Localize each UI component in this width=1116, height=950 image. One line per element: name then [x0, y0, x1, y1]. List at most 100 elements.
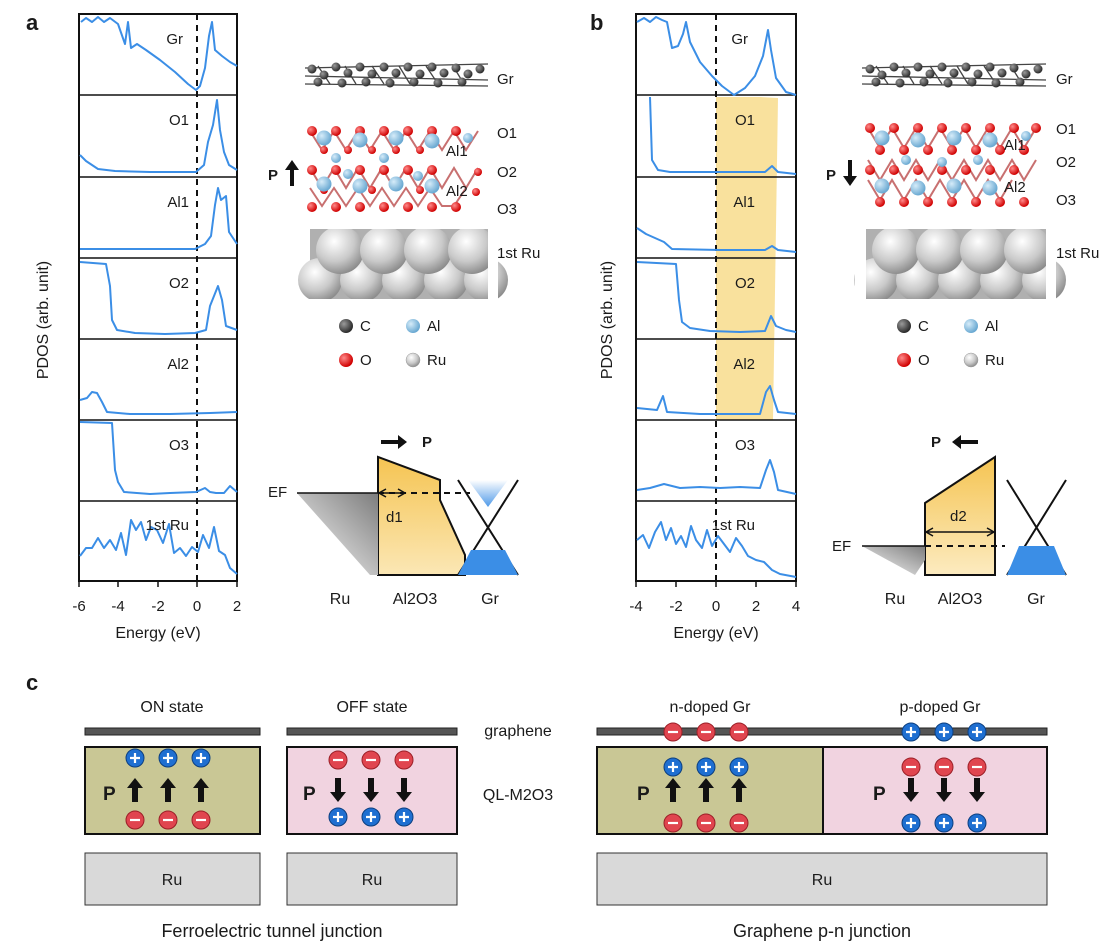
- pdos-curve-a-al2: [79, 391, 238, 415]
- pdos-b-label-o1: O1: [735, 112, 755, 129]
- pdos-label-o3: O3: [169, 437, 189, 454]
- panel-a-pdos-plot: Gr O1 Al1 O2 Al2 O3 1st Ru -6 -4 -2 0 2 …: [72, 13, 241, 642]
- ftj-caption: Ferroelectric tunnel junction: [161, 921, 382, 941]
- pdos-curve-a-o1: [79, 99, 238, 173]
- p-label-on: P: [103, 784, 116, 805]
- pdos-curve-b-ru: [636, 521, 797, 578]
- p-label-n: P: [637, 784, 650, 805]
- band-b-gr: Gr: [1027, 591, 1045, 608]
- panel-c-label: c: [26, 670, 38, 695]
- legend-a-o: O: [360, 352, 372, 369]
- n-doped-title: n-doped Gr: [670, 699, 752, 716]
- struct-b-label-o1: O1: [1056, 121, 1076, 138]
- struct-a-polarization: P: [268, 167, 278, 184]
- legend-a: [339, 319, 421, 368]
- pdos-label-al2: Al2: [167, 356, 189, 373]
- x-tick-a-5: 2: [233, 598, 241, 615]
- struct-a-label-gr: Gr: [497, 71, 514, 88]
- substrate-off-label: Ru: [362, 872, 382, 889]
- legend-a-al: Al: [427, 318, 440, 335]
- pdos-curve-b-gr: [636, 16, 797, 96]
- x-tick-a-3: -2: [151, 598, 164, 615]
- struct-a-label-o3: O3: [497, 201, 517, 218]
- graphene-sheet-on: [84, 727, 261, 736]
- band-a-oxide: Al2O3: [393, 591, 438, 608]
- x-tick-b-4: 2: [752, 598, 760, 615]
- panel-b-pdos-plot: Gr O1 Al1 O2 Al2 O3 1st Ru -4 -2 0 2 4 E…: [629, 13, 800, 642]
- graphene-sheet-off: [286, 727, 458, 736]
- pdos-curve-b-al1: [636, 227, 797, 253]
- pdos-curve-b-o2: [636, 261, 797, 333]
- panel-a-label: a: [26, 10, 39, 35]
- pdos-label-ru: 1st Ru: [146, 517, 189, 534]
- panel-b-label: b: [590, 10, 603, 35]
- substrate-pn: [596, 852, 1048, 906]
- x-tick-a-4: 0: [193, 598, 201, 615]
- p-label-p: P: [873, 784, 886, 805]
- panel-b-ylabel: PDOS (arb. unit): [599, 261, 616, 379]
- panel-a-ylabel: PDOS (arb. unit): [35, 261, 52, 379]
- pdos-label-gr: Gr: [166, 31, 183, 48]
- pdos-b-label-al2: Al2: [733, 356, 755, 373]
- off-state-title: OFF state: [336, 699, 407, 716]
- pn-caption: Graphene p-n junction: [733, 921, 911, 941]
- substrate-off: [286, 852, 458, 906]
- band-b-ef: EF: [832, 538, 851, 555]
- on-state-title: ON state: [140, 699, 203, 716]
- band-b-d2: d2: [950, 508, 967, 525]
- band-a-ru: Ru: [330, 591, 350, 608]
- atomic-structure-up: [298, 62, 508, 309]
- band-a-d1: d1: [386, 509, 403, 526]
- struct-a-label-al2: Al2: [446, 183, 468, 200]
- band-b-oxide: Al2O3: [938, 591, 983, 608]
- struct-b-label-al2: Al2: [1004, 179, 1026, 196]
- polarization-up-arrow-icon: [285, 160, 299, 186]
- band-diagram-b: [862, 435, 1067, 576]
- x-tick-b-5: 4: [792, 598, 800, 615]
- pdos-curve-a-o3: [79, 421, 238, 495]
- panel-a-xlabel: Energy (eV): [115, 625, 200, 642]
- pdos-curve-b-o1: [649, 96, 797, 175]
- p-label-off: P: [303, 784, 316, 805]
- positive-charges: [125, 722, 987, 833]
- struct-a-label-o2: O2: [497, 164, 517, 181]
- pdos-b-label-ru: 1st Ru: [712, 517, 755, 534]
- legend-a-ru: Ru: [427, 352, 446, 369]
- band-b-p: P: [931, 434, 941, 451]
- legend-b-ru: Ru: [985, 352, 1004, 369]
- oxide-label: QL-M2O3: [483, 787, 553, 804]
- struct-b-label-o3: O3: [1056, 192, 1076, 209]
- legend-b-o: O: [918, 352, 930, 369]
- pdos-b-label-o2: O2: [735, 275, 755, 292]
- pdos-b-label-o3: O3: [735, 437, 755, 454]
- x-tick-b-3: 0: [712, 598, 720, 615]
- pdos-b-label-gr: Gr: [731, 31, 748, 48]
- pdos-label-al1: Al1: [167, 194, 189, 211]
- legend-b-al: Al: [985, 318, 998, 335]
- struct-a-label-o1: O1: [497, 125, 517, 142]
- struct-a-label-al1: Al1: [446, 143, 468, 160]
- graphene-label: graphene: [484, 723, 552, 740]
- graphene-sheet-pn: [596, 727, 1048, 736]
- legend-b-c: C: [918, 318, 929, 335]
- band-a-p: P: [422, 434, 432, 451]
- pdos-curve-b-o3: [636, 459, 797, 495]
- x-tick-a-2: -4: [111, 598, 124, 615]
- polarization-arrows: [127, 778, 985, 802]
- substrate-on-label: Ru: [162, 872, 182, 889]
- substrate-on: [84, 852, 261, 906]
- panel-b-xlabel: Energy (eV): [673, 625, 758, 642]
- polarization-down-arrow-icon: [843, 160, 857, 186]
- pdos-label-o1: O1: [169, 112, 189, 129]
- struct-b-label-gr: Gr: [1056, 71, 1073, 88]
- band-a-gr: Gr: [481, 591, 499, 608]
- struct-b-label-ru: 1st Ru: [1056, 245, 1099, 262]
- negative-charges: [125, 722, 987, 833]
- band-a-ef: EF: [268, 484, 287, 501]
- x-tick-a-1: -6: [72, 598, 85, 615]
- pdos-label-o2: O2: [169, 275, 189, 292]
- band-b-ru: Ru: [885, 591, 905, 608]
- struct-b-polarization: P: [826, 167, 836, 184]
- atomic-structure-down: [854, 62, 1066, 309]
- band-diagram-a: [297, 435, 519, 576]
